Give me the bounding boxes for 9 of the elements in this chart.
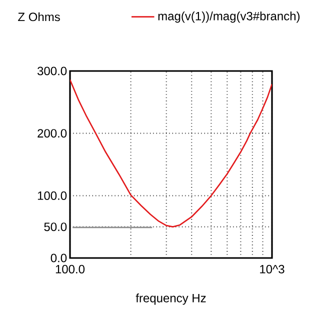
x-axis-title: frequency Hz [136,294,206,305]
y-tick-label: 0.0 [50,254,67,262]
y-tick-label: 50.0 [44,222,67,232]
y-tick-label: 200.0 [38,129,67,138]
legend-label: mag(v(1))/mag(v3#branch) [158,12,300,23]
x-tick-label: 10^3 [260,264,284,274]
y-axis-title: Z Ohms [18,12,60,22]
y-tick-label: 100.0 [38,191,67,200]
y-tick-label: 300.0 [38,66,67,76]
